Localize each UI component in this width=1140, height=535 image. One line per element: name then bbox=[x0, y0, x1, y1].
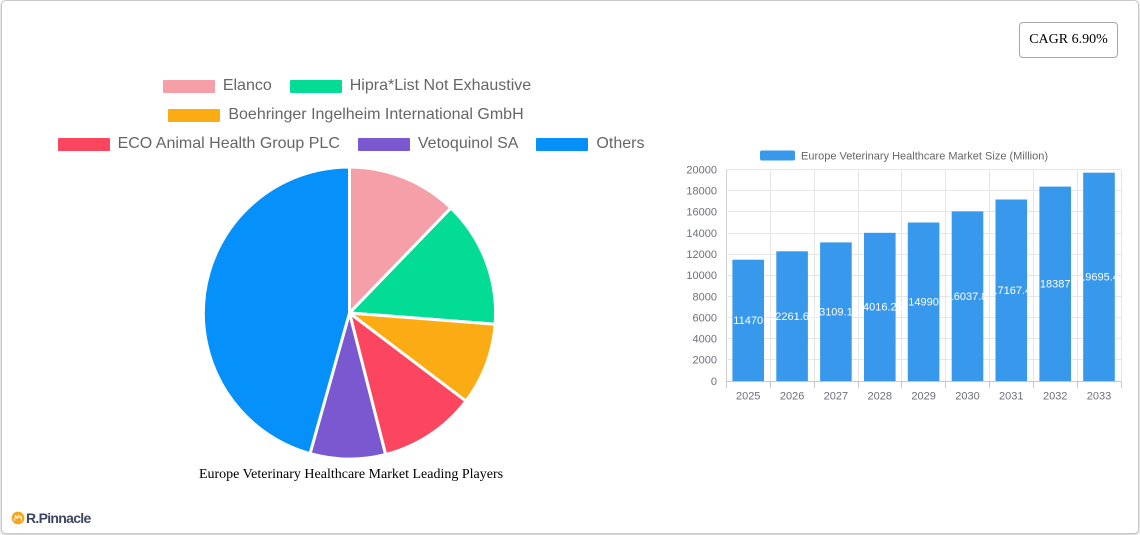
svg-text:2026: 2026 bbox=[780, 391, 804, 403]
svg-text:18000: 18000 bbox=[686, 186, 717, 198]
svg-text:16037.8: 16037.8 bbox=[948, 291, 988, 303]
svg-text:4000: 4000 bbox=[693, 334, 717, 346]
svg-text:14016.25: 14016.25 bbox=[857, 302, 903, 314]
svg-text:10000: 10000 bbox=[686, 270, 717, 282]
svg-text:2027: 2027 bbox=[824, 391, 848, 403]
svg-text:0: 0 bbox=[711, 376, 717, 388]
svg-text:2025: 2025 bbox=[736, 391, 760, 403]
svg-text:6000: 6000 bbox=[693, 312, 717, 324]
svg-text:14990: 14990 bbox=[908, 297, 939, 309]
svg-text:18387: 18387 bbox=[1040, 279, 1071, 291]
svg-text:14000: 14000 bbox=[686, 228, 717, 240]
svg-text:8000: 8000 bbox=[693, 291, 717, 303]
svg-text:12000: 12000 bbox=[686, 249, 717, 261]
svg-text:17167.4: 17167.4 bbox=[991, 285, 1031, 297]
svg-text:2000: 2000 bbox=[693, 355, 717, 367]
svg-text:2028: 2028 bbox=[868, 391, 892, 403]
svg-text:2029: 2029 bbox=[911, 391, 935, 403]
svg-text:2032: 2032 bbox=[1043, 391, 1067, 403]
svg-text:16000: 16000 bbox=[686, 207, 717, 219]
svg-text:13109.15: 13109.15 bbox=[813, 307, 859, 319]
svg-text:11470: 11470 bbox=[733, 315, 763, 327]
svg-text:12261.68: 12261.68 bbox=[769, 311, 815, 323]
svg-text:19695.4: 19695.4 bbox=[1079, 272, 1119, 284]
svg-text:2030: 2030 bbox=[955, 391, 979, 403]
svg-text:2033: 2033 bbox=[1087, 391, 1111, 403]
svg-text:Europe Veterinary Healthcare M: Europe Veterinary Healthcare Market Size… bbox=[801, 151, 1048, 163]
svg-text:2031: 2031 bbox=[999, 391, 1023, 403]
svg-text:20000: 20000 bbox=[686, 164, 717, 176]
